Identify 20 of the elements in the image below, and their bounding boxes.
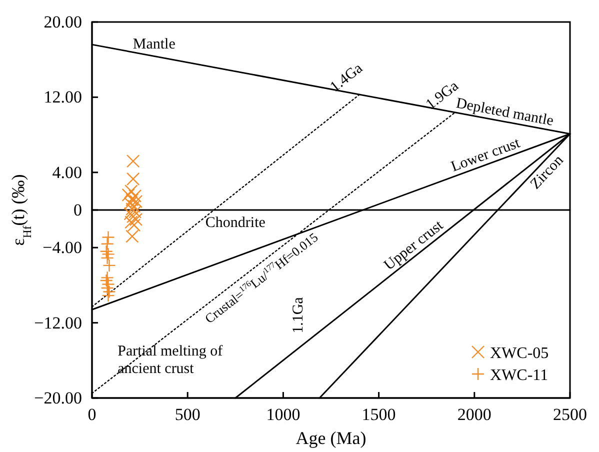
y-tick-label: 12.00 [44,88,82,107]
x-tick-label: 0 [88,405,96,424]
x-tick-label: 2500 [553,405,587,424]
annotation: Mantle [132,36,176,52]
y-tick-label: 4.00 [52,162,82,182]
legend-label: XWC-05 [490,345,549,362]
y-tick-label: −4.00 [42,238,82,258]
x-tick-label: 2000 [457,405,492,424]
y-tick-label: −12.00 [34,313,82,332]
legend-label: XWC-11 [490,367,548,384]
y-tick-label: −20.00 [34,388,82,408]
x-axis-title: Age (Ma) [296,428,366,448]
y-tick-label: 0 [74,200,82,220]
x-tick-label: 500 [174,405,200,424]
series-label: Chondrite [205,215,266,231]
annotation: 1.1Ga [290,296,306,334]
x-tick-label: 1500 [362,405,396,424]
x-tick-label: 1000 [266,405,300,424]
y-tick-label: 20.00 [44,12,82,32]
text: Lower crust [449,135,523,176]
